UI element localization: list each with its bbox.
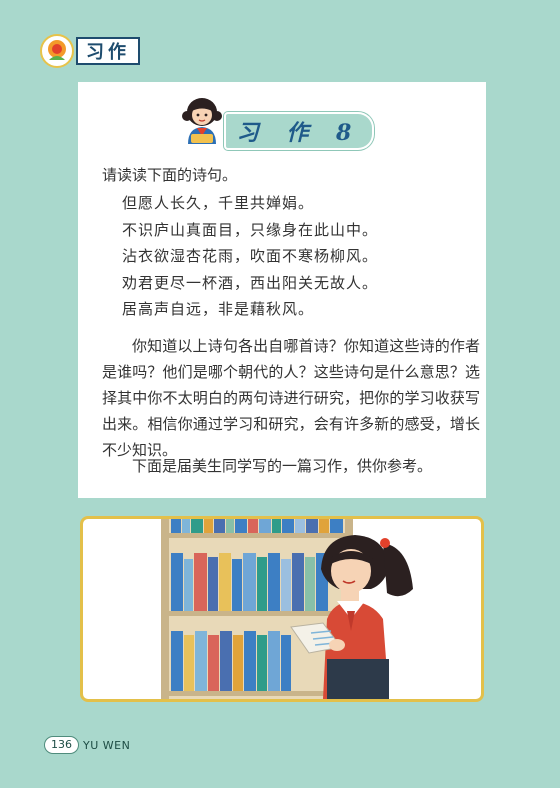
section-tag-label: 习作: [76, 37, 140, 65]
poem-line: 沾衣欲湿杏花雨，吹面不寒杨柳风。: [122, 247, 379, 265]
poem-line: 但愿人长久，千里共婵娟。: [122, 194, 315, 212]
poem-line: 不识庐山真面目，只缘身在此山中。: [122, 220, 379, 239]
exercise-title: 习 作 8: [224, 112, 374, 150]
subject-label: YU WEN: [83, 738, 131, 752]
poem-list: 但愿人长久，千里共婵娟。 不识庐山真面目，只缘身在此山中。 沾衣欲湿杏花雨，吹面…: [122, 190, 378, 323]
page-number: 136: [44, 736, 79, 754]
illustration-girl-reading: [80, 516, 484, 702]
exercise-card: 习 作 8 请读读下面的诗句。 但愿人长久，千里共婵娟。 不识庐山真面目，只缘身…: [78, 82, 486, 498]
page-footer: 136 YU WEN: [44, 736, 130, 754]
girl-mascot-icon: [178, 94, 228, 150]
section-tag: 习作: [40, 34, 140, 68]
poem-line: 居高声自远，非是藉秋风。: [122, 300, 315, 318]
closing-paragraph: 下面是届美生同学写的一篇习作，供你参考。: [132, 457, 433, 475]
poem-line: 劝君更尽一杯酒，西出阳关无故人。: [122, 273, 379, 292]
body-paragraph: 你知道以上诗句各出自哪首诗？你知道这些诗的作者是谁吗？他们是哪个朝代的人？这些诗…: [102, 337, 480, 459]
sunflower-logo-icon: [40, 34, 74, 68]
intro-text: 请读读下面的诗句。: [102, 166, 238, 184]
